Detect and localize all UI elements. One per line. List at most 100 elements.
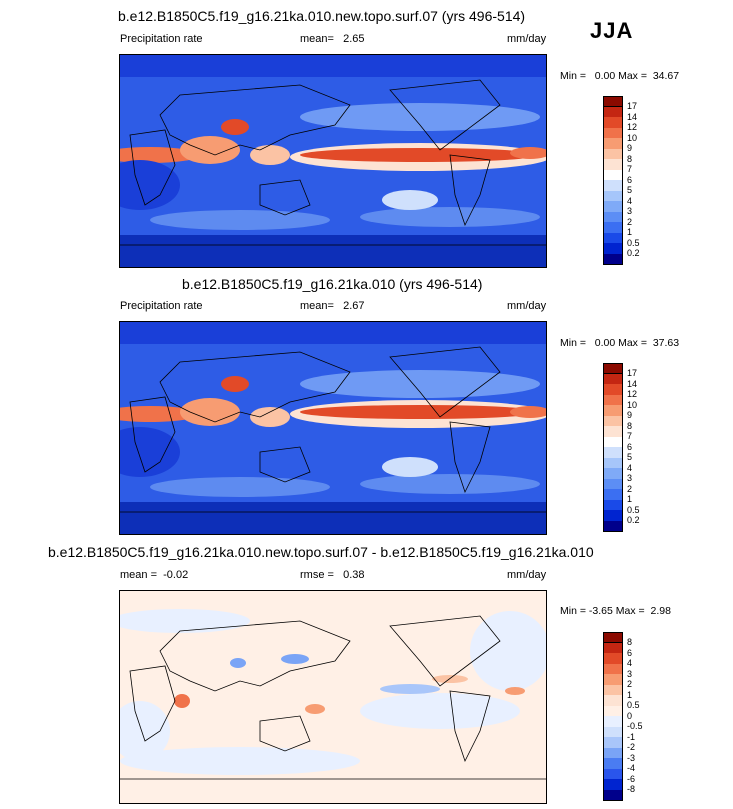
colorbar-tick-label: 4 <box>627 195 633 206</box>
colorbar-swatch <box>603 789 623 801</box>
panel2-mean: mean= 2.67 <box>300 300 365 312</box>
colorbar-tick-label: 4 <box>627 658 633 668</box>
panel3-neg-pacific <box>360 693 520 729</box>
panel3-max-value: 2.98 <box>650 605 671 617</box>
colorbar-tick-label: 17 <box>627 101 638 111</box>
colorbar-tick-label: 0.5 <box>627 237 640 248</box>
panel1-min-value: 0.00 <box>594 70 616 82</box>
season-label: JJA <box>590 18 634 43</box>
panel1-mean: mean= 2.65 <box>300 33 365 45</box>
panel2-itcz-atlantic-east <box>510 406 546 418</box>
panel1-sh-storm-track-2 <box>360 207 540 227</box>
panel3-map <box>119 590 547 804</box>
colorbar-tick-label: 10 <box>627 399 638 410</box>
panel3-coast-africa <box>129 665 176 742</box>
colorbar-tick-label: 1 <box>627 494 633 504</box>
panel1-arctic-band <box>120 55 546 77</box>
panel1-nh-storm-track <box>300 103 540 131</box>
colorbar-tick-label: 3 <box>627 473 633 483</box>
panel1-title: b.e12.B1850C5.f19_g16.21ka.010.new.topo.… <box>118 8 526 24</box>
panel1-mean-value: 2.65 <box>343 33 365 45</box>
panel2-map <box>119 321 547 535</box>
panel3-neg-arctic <box>120 609 250 633</box>
panel2-coast-africa <box>129 396 176 473</box>
panel1-minmax: Min = 0.00 Max = 34.67 <box>560 70 679 82</box>
panel2-arctic-band <box>120 322 546 344</box>
panel2-monsoon-bay <box>221 376 249 392</box>
panel2-itcz-atlantic <box>120 406 200 422</box>
panel3-colorbar: 8 6 4 3 2 1 0.5 0 -0.5 -1 -2 -3 -4 -6 -8 <box>603 632 643 801</box>
colorbar-tick-label: 17 <box>627 368 638 378</box>
panel2-monsoon-india <box>180 398 240 426</box>
panel3-neg-atlantic <box>470 611 546 691</box>
panel2-itcz-pacific <box>300 405 540 419</box>
colorbar-tick-label: 12 <box>627 389 638 399</box>
panel3-neg-cell-2 <box>230 658 246 668</box>
panel2-min-label: Min = <box>560 337 586 349</box>
panel2-max-value: 37.63 <box>652 337 680 349</box>
panel3-mean-value: -0.02 <box>163 569 189 581</box>
colorbar-tick-label: 14 <box>627 378 638 389</box>
colorbar-tick-label: 0.5 <box>627 504 640 515</box>
panel1-map <box>119 54 547 268</box>
panel2-sh-storm-track-1 <box>150 477 330 497</box>
panel3-pos-cell-3 <box>505 687 525 695</box>
panel1-antarctic-band <box>120 235 546 267</box>
colorbar-tick-label: 14 <box>627 111 638 122</box>
colorbar-tick-label: -8 <box>627 784 636 794</box>
panel2-antarctic-band <box>120 502 546 534</box>
panel1-itcz-atlantic <box>120 147 200 163</box>
colorbar-tick-label: -3 <box>627 752 636 763</box>
panel3-neg-south <box>120 747 360 775</box>
colorbar-tick-label: 4 <box>627 462 633 473</box>
panel1-coast-eurasia <box>159 84 351 156</box>
colorbar-tick-label: 9 <box>627 143 633 153</box>
panel1-map-svg <box>120 55 546 267</box>
colorbar-tick-label: -4 <box>627 763 636 773</box>
colorbar-tick-label: 7 <box>627 164 633 174</box>
panel2-nh-storm-track <box>300 370 540 398</box>
panel2-map-svg <box>120 322 546 534</box>
panel3-min-label: Min = <box>560 605 586 617</box>
panel3-min-value: -3.65 <box>588 605 613 617</box>
panel3-map-svg <box>120 591 546 803</box>
colorbar-tick-label: 5 <box>627 452 633 462</box>
panel3-rmse-label: rmse = <box>300 569 334 581</box>
panel3-coast-north-america <box>389 615 501 687</box>
panel2-coast-eurasia <box>159 351 351 423</box>
panel1-mean-label: mean= <box>300 33 334 45</box>
panel1-colorbar: 17 14 12 10 9 8 7 6 5 4 3 2 1 0.5 0.2 <box>603 96 640 265</box>
colorbar-tick-label: 0.2 <box>627 248 640 258</box>
panel3-units: mm/day <box>507 569 547 581</box>
colorbar-tick-label: 8 <box>627 420 633 431</box>
colorbar-tick-label: 6 <box>627 647 633 658</box>
colorbar-tick-label: 0.5 <box>627 700 640 710</box>
panel2-mean-value: 2.67 <box>343 300 365 312</box>
colorbar-tick-label: 8 <box>627 153 633 164</box>
panel2-spcz <box>382 457 438 477</box>
panel1-itcz-pacific <box>300 148 540 162</box>
panel1-units: mm/day <box>507 33 547 45</box>
panel3-rmse-value: 0.38 <box>343 569 365 581</box>
panel3-mean-label: mean = <box>120 569 157 581</box>
colorbar-tick-label: 2 <box>627 483 633 494</box>
colorbar-tick-label: 3 <box>627 206 633 216</box>
colorbar-swatch <box>603 632 623 643</box>
panel2-minmax: Min = 0.00 Max = 37.63 <box>560 337 679 349</box>
panel2-title: b.e12.B1850C5.f19_g16.21ka.010 (yrs 496-… <box>182 276 483 292</box>
panel2-coast-south-america <box>449 421 491 494</box>
colorbar-tick-label: 5 <box>627 185 633 195</box>
panel1-coast-australia <box>259 179 311 216</box>
colorbar-tick-label: 12 <box>627 122 638 132</box>
panel1-max-value: 34.67 <box>652 70 680 82</box>
panel2-ocean <box>120 322 546 534</box>
panel3-pos-cell-4 <box>432 675 468 683</box>
panel3-pos-cell-2 <box>305 704 325 714</box>
panel2-colorbar: 17 14 12 10 9 8 7 6 5 4 3 2 1 0.5 0.2 <box>603 363 640 532</box>
panel3-neg-cell-3 <box>380 684 440 694</box>
colorbar-tick-label: 3 <box>627 668 633 679</box>
panel2-sh-storm-track-2 <box>360 474 540 494</box>
panel3-coast-australia <box>259 715 311 752</box>
panel1-monsoon-bay <box>221 119 249 135</box>
colorbar-tick-label: -0.5 <box>627 721 643 731</box>
